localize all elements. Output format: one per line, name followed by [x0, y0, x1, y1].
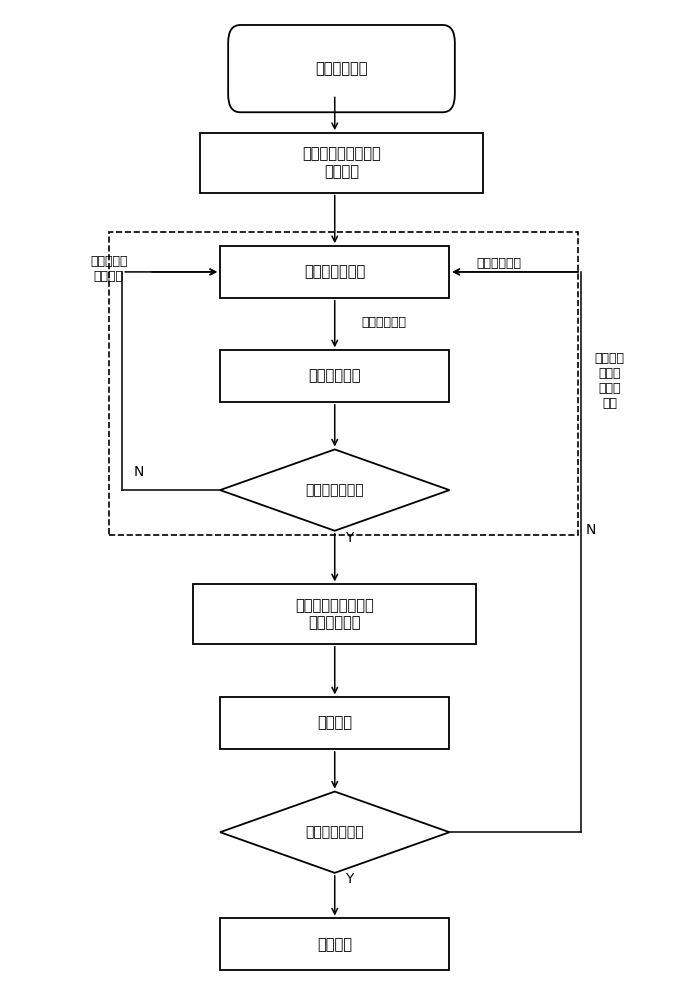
Text: 潮流分布电
压、相角: 潮流分布电 压、相角: [90, 255, 128, 283]
Text: Y: Y: [345, 872, 353, 886]
Text: 结果输出: 结果输出: [317, 937, 352, 952]
Text: N: N: [134, 465, 144, 479]
Bar: [220, 246, 449, 298]
Polygon shape: [220, 792, 449, 873]
Text: 获得机车所在位置的
牵引网电压值: 获得机车所在位置的 牵引网电压值: [295, 598, 374, 630]
Bar: [220, 918, 449, 970]
Polygon shape: [220, 449, 449, 531]
Text: 牵引网、
电力系
统迭代
计算: 牵引网、 电力系 统迭代 计算: [594, 352, 624, 410]
Bar: [109, 232, 578, 535]
Bar: [193, 584, 477, 644]
FancyBboxPatch shape: [228, 25, 455, 112]
Text: 机车仿真: 机车仿真: [317, 716, 352, 731]
Text: 牵引网与电力系统数
据初始化: 牵引网与电力系统数 据初始化: [302, 147, 381, 179]
Text: 是否迭代到稳态: 是否迭代到稳态: [305, 483, 364, 497]
Text: 基础输入输入: 基础输入输入: [316, 61, 367, 76]
Text: 电网潮流分布: 电网潮流分布: [309, 369, 361, 384]
Text: 是否迭代到稳态: 是否迭代到稳态: [305, 825, 364, 839]
Bar: [200, 133, 483, 193]
Bar: [220, 697, 449, 749]
Text: Y: Y: [345, 531, 353, 545]
Bar: [220, 350, 449, 402]
Text: 机车仿真电流: 机车仿真电流: [477, 257, 521, 270]
Text: 牵引网潮流计算: 牵引网潮流计算: [304, 264, 365, 279]
Text: N: N: [586, 523, 596, 537]
Text: 牵引负荷功率: 牵引负荷功率: [362, 316, 407, 329]
